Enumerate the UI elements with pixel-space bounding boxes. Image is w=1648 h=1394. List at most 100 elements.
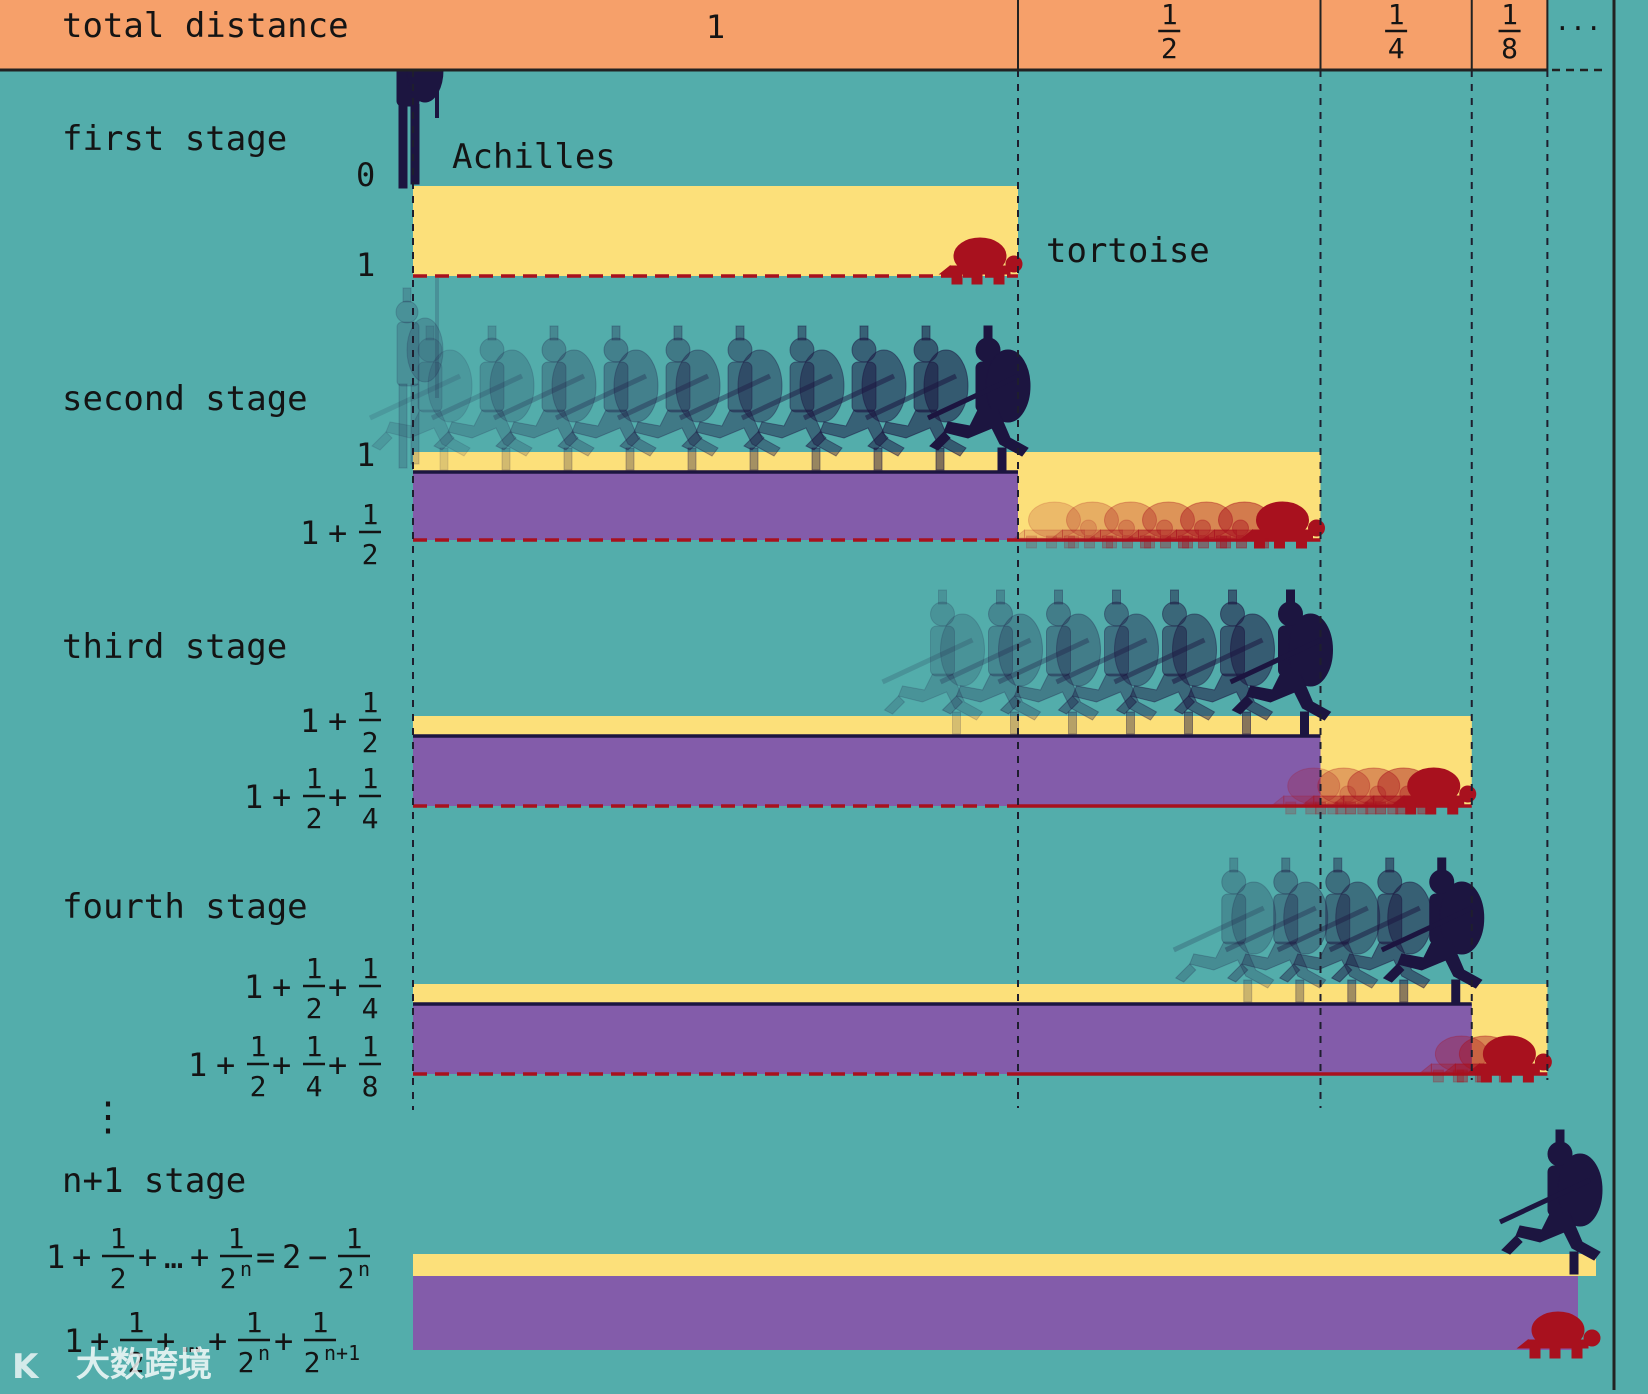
header-fraction-numerator: 1 (1501, 0, 1518, 31)
formula-term: − (308, 1238, 327, 1276)
watermark-text: 大数跨境 (76, 1345, 212, 1385)
formula-exponent: n (258, 1341, 270, 1365)
header-ellipsis: ... (1555, 7, 1602, 37)
formula-numerator: 1 (306, 762, 323, 795)
stage-label-third: third stage (62, 627, 287, 667)
formula-numerator: 1 (362, 498, 379, 531)
formula-term: … (164, 1238, 183, 1276)
formula-denominator: 2 (110, 1262, 127, 1295)
formula-term: + (328, 702, 347, 740)
formula-denominator: 4 (306, 1070, 323, 1103)
formula-numerator: 1 (110, 1222, 127, 1255)
formula-denominator: 2 (306, 992, 323, 1025)
formula-term: 1 (188, 1046, 207, 1084)
formula-denominator: 4 (362, 992, 379, 1025)
formula-stage2-tortoise: 1 +12 (300, 498, 381, 571)
formula-term: + (208, 1322, 227, 1360)
header-segment-label: 1 (706, 8, 725, 46)
formula-term: 1 (300, 702, 319, 740)
formula-term: 2 (282, 1238, 301, 1276)
formula-term: + (156, 1322, 175, 1360)
formula-stage4-tortoise: 1 +12+ 14+ 18 (188, 1030, 381, 1103)
stage-label-fourth: fourth stage (62, 887, 308, 927)
watermark-logo: K (12, 1347, 40, 1387)
formula-term: = (256, 1238, 275, 1276)
formula-numerator: 1 (362, 762, 379, 795)
formula-term: 0 (356, 156, 375, 194)
stage-n-yellow-bar (413, 1254, 1596, 1276)
formula-stage3-achilles: 1 +12 (300, 686, 381, 759)
stage-n-purple-bar (413, 1276, 1578, 1350)
stage3-yellow-bar (413, 716, 1472, 736)
formula-term: 1 (244, 778, 263, 816)
achilles-ghost-standing (394, 276, 445, 470)
formula-term: + (72, 1238, 91, 1276)
stage3-purple-bar (413, 736, 1321, 806)
formula-denominator: 2 (362, 538, 379, 571)
header-fraction-denominator: 4 (1388, 32, 1405, 65)
distance-bars (413, 186, 1596, 1350)
formula-numerator: 1 (306, 952, 323, 985)
header-fraction-denominator: 8 (1501, 32, 1518, 65)
header-background (0, 0, 1548, 70)
formula-term: 1 (356, 246, 375, 284)
formula-numerator: 1 (362, 686, 379, 719)
stage4-purple-bar (413, 1004, 1472, 1074)
formula-stage-n-achilles: 1 +12+… +12 n = 2−12 n (46, 1222, 370, 1295)
formula-numerator: 1 (362, 952, 379, 985)
achilles-stage-n (1500, 1130, 1602, 1274)
formula-denominator: 2 (220, 1262, 237, 1295)
formula-exponent: n (358, 1257, 370, 1281)
formula-term: 1 (300, 514, 319, 552)
formula-stage1-tortoise: 1 (356, 246, 375, 284)
formula-term: + (328, 1046, 347, 1084)
formula-stage1-achilles: 0 (356, 156, 375, 194)
formula-term: + (328, 968, 347, 1006)
formula-term: + (190, 1238, 209, 1276)
formula-term: + (138, 1238, 157, 1276)
achilles-label: Achilles (452, 137, 616, 177)
formula-stage3-tortoise: 1 +12+ 14 (244, 762, 381, 835)
stage-label-first: first stage (62, 119, 287, 159)
formula-term: + (272, 778, 291, 816)
stage1-yellow-bar (413, 186, 1018, 276)
formula-denominator: 4 (362, 802, 379, 835)
formula-exponent: n (240, 1257, 252, 1281)
formula-term: … (182, 1322, 201, 1360)
formula-term: + (328, 778, 347, 816)
header-fraction-denominator: 2 (1161, 32, 1178, 65)
header-title: total distance (62, 6, 349, 46)
stage-label-n-plus-1: n+1 stage (62, 1161, 246, 1201)
stage4-yellow-bar (413, 984, 1548, 1004)
formula-numerator: 1 (362, 1030, 379, 1063)
formula-stage2-achilles: 1 (356, 436, 375, 474)
tortoise-label: tortoise (1046, 231, 1210, 271)
formula-denominator: 2 (306, 802, 323, 835)
header-fractions: 1 121418... (706, 0, 1606, 72)
formula-denominator: 2 (304, 1346, 321, 1379)
formula-numerator: 1 (306, 1030, 323, 1063)
formula-term: + (216, 1046, 235, 1084)
formula-numerator: 1 (312, 1306, 329, 1339)
formula-denominator: 2 (362, 726, 379, 759)
achilles-stage4-ghost (1174, 858, 1276, 1002)
stage2-purple-bar (413, 472, 1018, 540)
stage-label-second: second stage (62, 379, 308, 419)
stage-labels: first stage second stage third stage fou… (62, 119, 1210, 1201)
formula-denominator: 2 (238, 1346, 255, 1379)
formula-term: 1 (64, 1322, 83, 1360)
formula-term: + (90, 1322, 109, 1360)
formula-term: 1 (356, 436, 375, 474)
header-band: total distance (0, 0, 1548, 72)
formula-denominator: 2 (250, 1070, 267, 1103)
formula-denominator: 2 (338, 1262, 355, 1295)
formula-exponent: n+1 (324, 1341, 360, 1365)
formula-numerator: 1 (228, 1222, 245, 1255)
formula-numerator: 1 (346, 1222, 363, 1255)
formula-numerator: 1 (250, 1030, 267, 1063)
formula-term: + (272, 1046, 291, 1084)
formula-term: 1 (46, 1238, 65, 1276)
header-fraction-numerator: 1 (1161, 0, 1178, 31)
